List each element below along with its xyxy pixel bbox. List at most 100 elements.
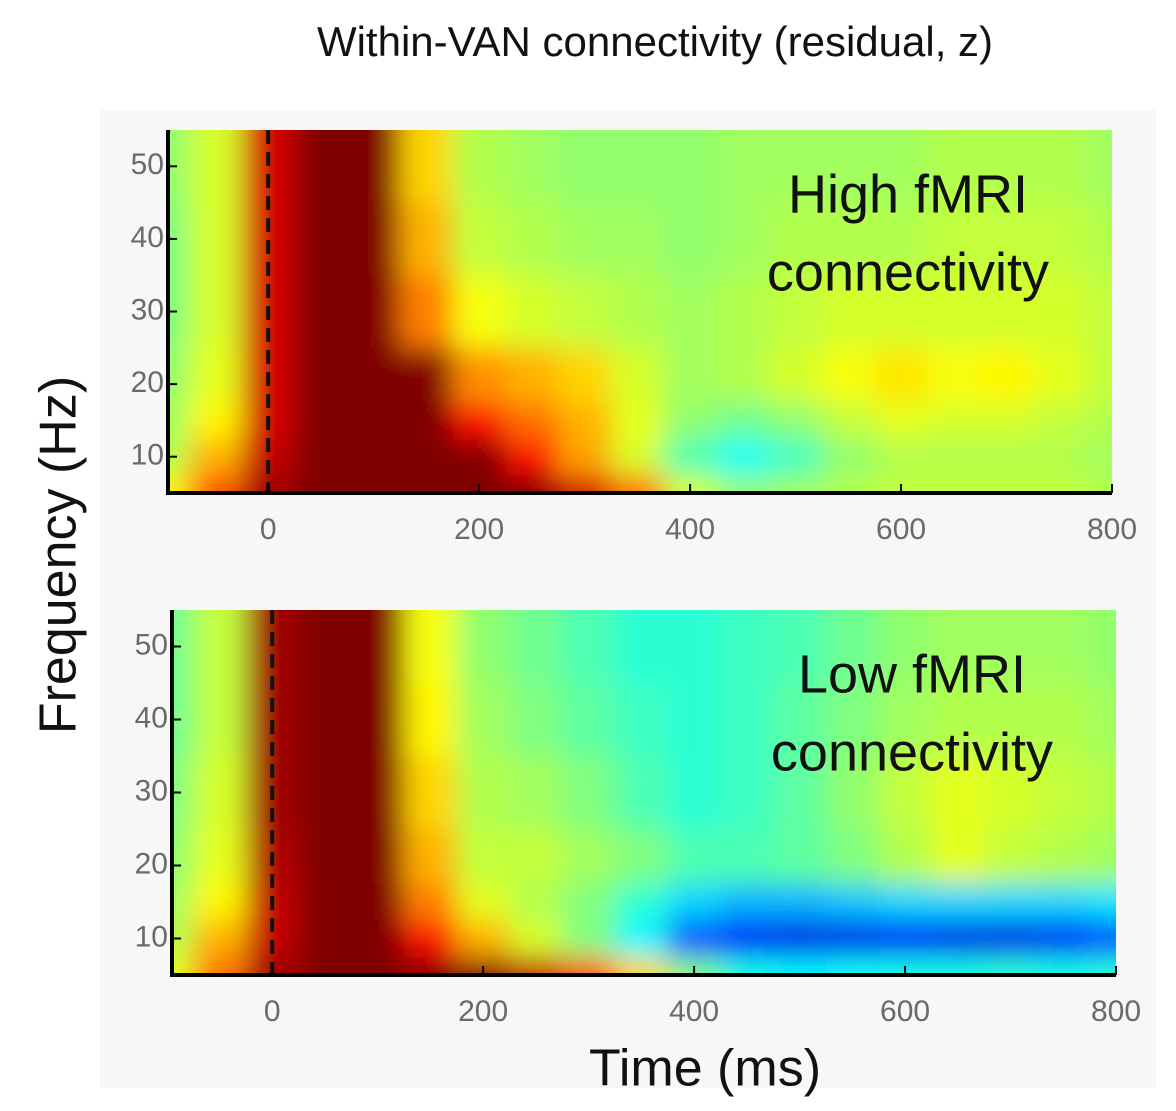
heatmap-cell [1032, 347, 1087, 403]
heatmap-cell [452, 402, 507, 440]
x-tick-label: 0 [264, 995, 281, 1028]
heatmap-cell [1089, 920, 1116, 958]
heatmap-cell [505, 275, 559, 349]
heatmap-cell [189, 438, 243, 476]
heatmap-cells [168, 130, 1112, 493]
y-tick-label: 30 [131, 293, 164, 326]
heatmap-cell [878, 610, 932, 684]
panel-annotation: connectivity [771, 722, 1053, 782]
heatmap-cell [1036, 883, 1091, 921]
heatmap-cell [558, 202, 612, 276]
heatmap-cell [298, 920, 352, 958]
heatmap-cell [558, 347, 612, 403]
heatmap-cell [351, 756, 405, 830]
x-tick-label: 600 [880, 995, 930, 1028]
heatmap-cell [769, 347, 823, 403]
heatmap-cell [189, 275, 243, 349]
heatmap-cell [168, 275, 190, 349]
heatmap-cell [193, 920, 247, 958]
heatmap-cell [825, 883, 880, 921]
panel-annotation: connectivity [767, 242, 1049, 302]
heatmap-cell [294, 438, 348, 476]
heatmap-cell [1085, 347, 1112, 403]
heatmap-cell [562, 956, 616, 975]
heatmap-cell [984, 956, 1038, 975]
heatmap-cell [189, 402, 243, 440]
heatmap-cell [878, 920, 932, 958]
heatmap-cell [773, 683, 827, 757]
heatmap-cell [168, 347, 190, 403]
heatmap-cell [172, 883, 194, 921]
heatmap-cell [505, 202, 559, 276]
x-tick-label: 600 [876, 513, 926, 546]
y-tick-label: 10 [135, 920, 168, 953]
heatmap-cell [1036, 610, 1091, 684]
heatmap-cell [456, 683, 511, 757]
heatmap-cell [404, 756, 458, 830]
heatmap-cell [404, 683, 458, 757]
heatmap-cell [172, 829, 194, 885]
y-tick-label: 50 [131, 148, 164, 181]
x-axis-label: Time (ms) [589, 1040, 821, 1098]
heatmap-cell [562, 683, 616, 757]
heatmap-cell [663, 474, 717, 493]
heatmap-cell [927, 202, 981, 276]
heatmap-cell [614, 920, 669, 958]
heatmap-cell [347, 202, 401, 276]
heatmap-cell [980, 347, 1034, 403]
heatmap-cell [505, 438, 559, 476]
heatmap-cell [931, 610, 985, 684]
heatmap-cell [984, 683, 1038, 757]
heatmap-cell [984, 920, 1038, 958]
heatmap-cell [509, 610, 563, 684]
heatmap-cell [663, 130, 717, 204]
heatmap-cell [1085, 202, 1112, 276]
heatmap-cell [874, 474, 928, 493]
heatmap-cell [927, 130, 981, 204]
heatmap [168, 130, 1112, 493]
heatmap-cell [720, 920, 774, 958]
heatmap-cell [505, 474, 559, 493]
heatmap-cell [878, 683, 932, 757]
heatmap-cell [562, 883, 616, 921]
heatmap-cell [825, 610, 880, 684]
heatmap-cell [509, 883, 563, 921]
heatmap-cell [927, 402, 981, 440]
heatmap-cell [614, 956, 669, 975]
x-tick-label: 200 [454, 513, 504, 546]
heatmap-cell [347, 275, 401, 349]
heatmap-cell [452, 202, 507, 276]
heatmap-cell [980, 275, 1034, 349]
heatmap-cell [980, 402, 1034, 440]
heatmap-cell [294, 474, 348, 493]
heatmap-cell [1085, 130, 1112, 204]
heatmap-cell [825, 829, 880, 885]
x-tick-label: 800 [1091, 995, 1141, 1028]
heatmap-cell [172, 756, 194, 830]
heatmap-cell [610, 275, 665, 349]
heatmap-cell [610, 202, 665, 276]
heatmap-cell [663, 438, 717, 476]
heatmap-cell [294, 347, 348, 403]
heatmap-cell [667, 920, 721, 958]
heatmap [172, 610, 1116, 975]
heatmap-cell [773, 829, 827, 885]
heatmap-cell [878, 883, 932, 921]
heatmap-cell [189, 202, 243, 276]
heatmap-cell [1032, 202, 1087, 276]
heatmap-cell [347, 347, 401, 403]
heatmap-cell [769, 130, 823, 204]
y-tick-label: 30 [135, 774, 168, 807]
heatmap-cell [773, 883, 827, 921]
y-tick-label: 20 [135, 847, 168, 880]
heatmap-cell [1032, 275, 1087, 349]
heatmap-cell [769, 202, 823, 276]
heatmap-cell [456, 610, 511, 684]
heatmap-cell [720, 756, 774, 830]
heatmap-cell [931, 829, 985, 885]
heatmap-cell [720, 610, 774, 684]
heatmap-cell [610, 474, 665, 493]
heatmap-cell [404, 610, 458, 684]
heatmap-cell [168, 130, 190, 204]
